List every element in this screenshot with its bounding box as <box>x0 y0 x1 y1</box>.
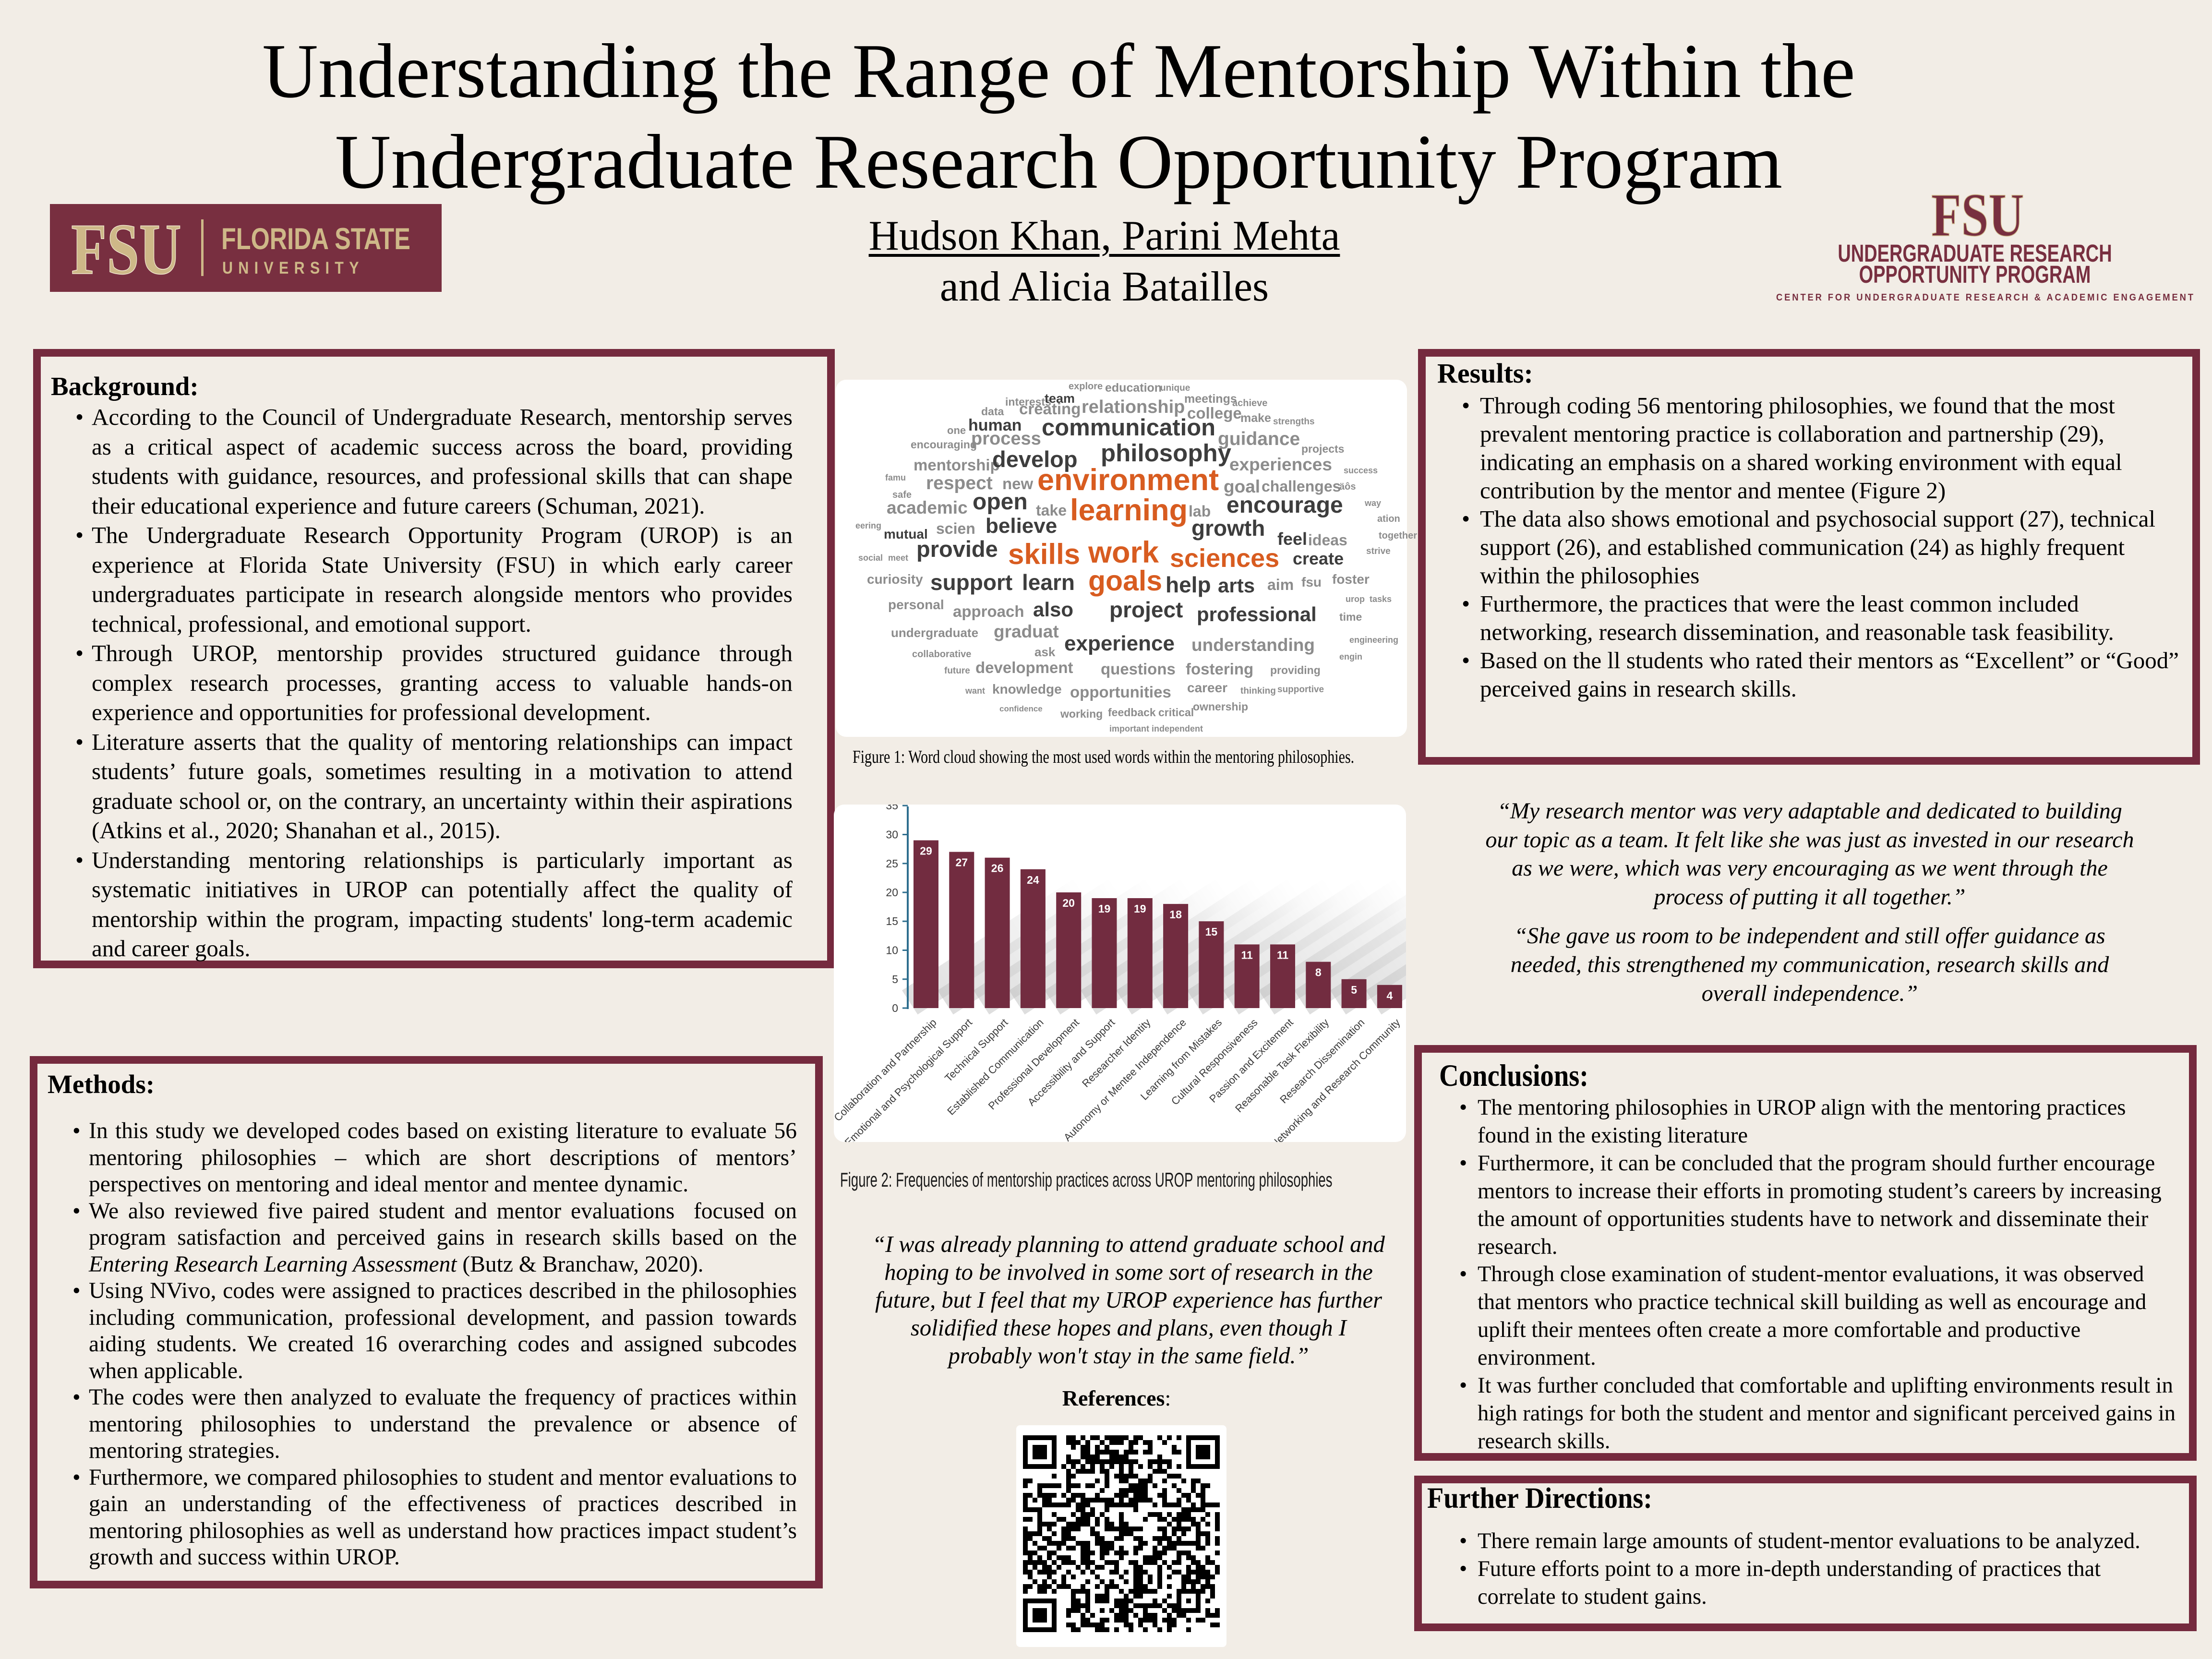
svg-text:24: 24 <box>1027 874 1039 886</box>
svg-text:11: 11 <box>1241 949 1253 961</box>
svg-text:25: 25 <box>886 857 898 870</box>
svg-text:20: 20 <box>886 886 898 899</box>
svg-text:19: 19 <box>1134 902 1146 915</box>
svg-text:20: 20 <box>1062 897 1075 909</box>
svg-text:Networking and Research Commun: Networking and Research Community <box>1268 1016 1403 1142</box>
svg-text:19: 19 <box>1098 902 1111 915</box>
svg-text:11: 11 <box>1277 949 1289 961</box>
svg-text:Technical Support: Technical Support <box>942 1016 1010 1084</box>
svg-text:26: 26 <box>991 862 1004 875</box>
svg-text:5: 5 <box>892 973 898 986</box>
svg-text:15: 15 <box>1205 926 1218 938</box>
svg-text:8: 8 <box>1315 966 1322 979</box>
svg-text:29: 29 <box>920 845 932 857</box>
svg-text:35: 35 <box>886 805 898 812</box>
svg-text:Researcher Identity: Researcher Identity <box>1080 1016 1153 1090</box>
svg-text:0: 0 <box>892 1002 898 1014</box>
svg-text:27: 27 <box>956 856 968 869</box>
svg-text:30: 30 <box>886 829 898 841</box>
svg-text:5: 5 <box>1351 984 1357 996</box>
svg-text:10: 10 <box>886 944 898 957</box>
svg-text:18: 18 <box>1169 908 1182 921</box>
svg-text:15: 15 <box>886 915 898 927</box>
svg-text:4: 4 <box>1387 989 1393 1002</box>
